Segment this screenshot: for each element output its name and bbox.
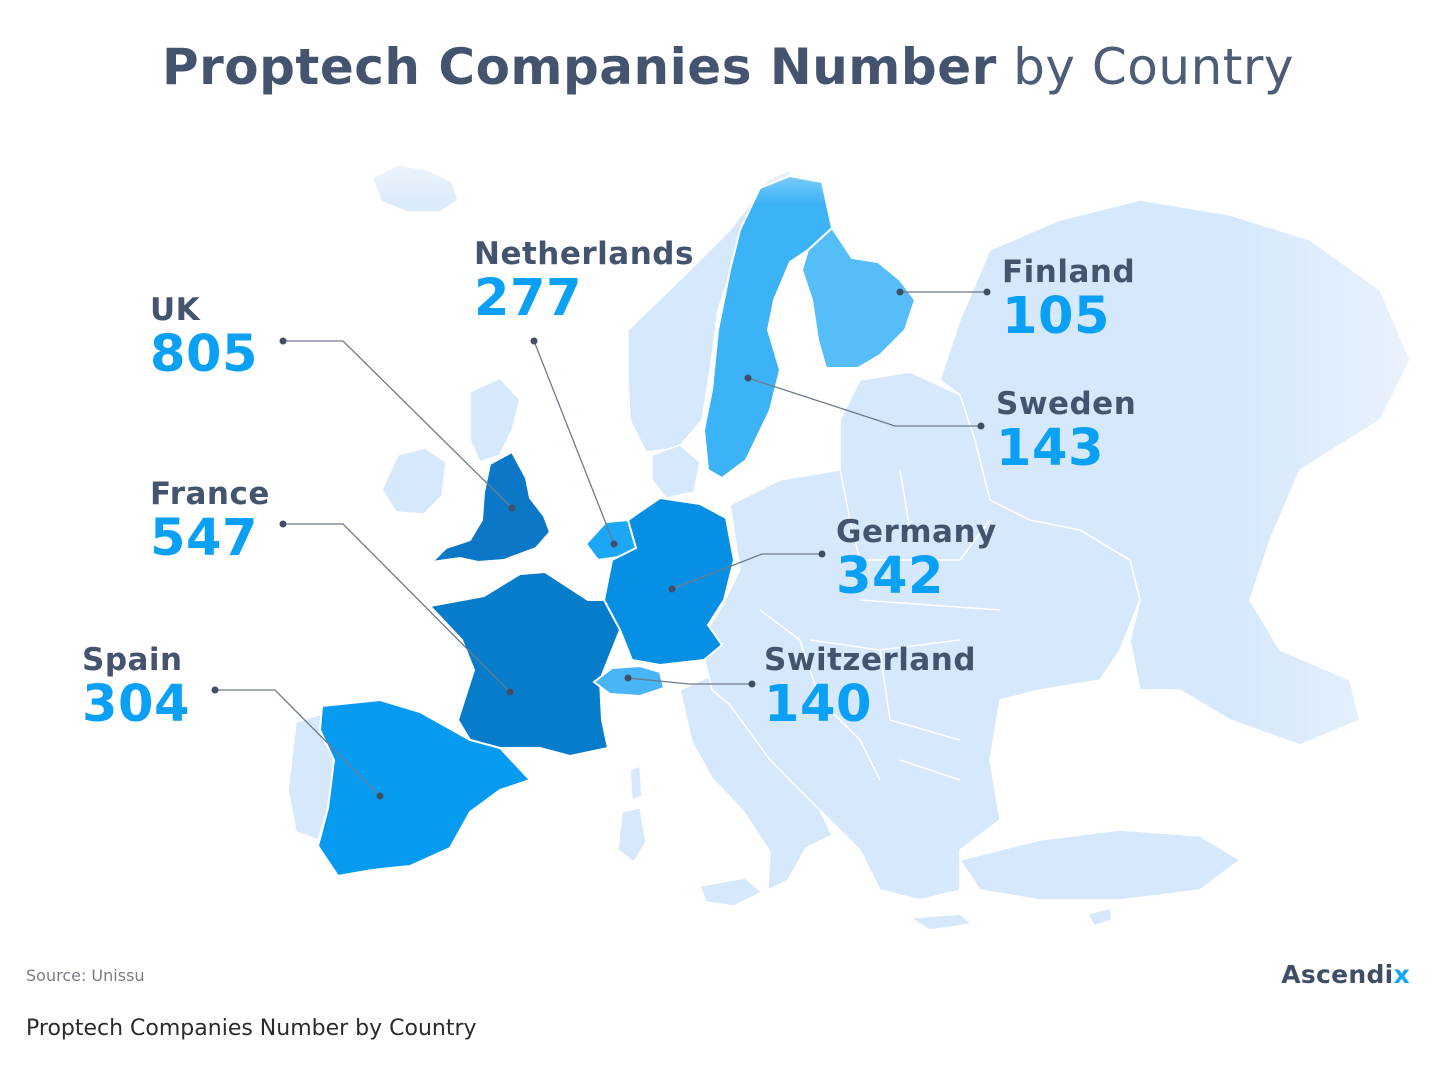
sweden-value: 143 (996, 419, 1104, 478)
sardinia-shape (617, 807, 647, 864)
leader-spain (215, 689, 381, 797)
label-sweden: Sweden 143 (996, 386, 1136, 476)
title-light: by Country (1013, 38, 1295, 96)
dot-uk-start (279, 337, 287, 345)
leader-netherlands (533, 340, 615, 545)
finland-name: Finland (1002, 254, 1136, 290)
dot-ch-end (748, 680, 756, 688)
dot-nl-end (610, 540, 618, 548)
turkey-shape (958, 829, 1242, 901)
france-name: France (150, 476, 270, 512)
dot-fi-start (896, 288, 904, 296)
source-note: Source: Unissu (26, 966, 145, 985)
dot-de-end (818, 550, 826, 558)
germany-value: 342 (836, 547, 944, 606)
spain-value: 304 (82, 675, 190, 734)
uk-value: 805 (150, 325, 258, 384)
finland-value: 105 (1002, 287, 1110, 346)
country-spain (316, 698, 532, 878)
sweden-name: Sweden (996, 386, 1137, 422)
leader-france (283, 523, 511, 693)
dot-es-end (376, 792, 384, 800)
switzerland-value: 140 (764, 675, 872, 734)
sicily-shape (698, 877, 764, 907)
dot-es-start (211, 686, 219, 694)
france-value: 547 (150, 509, 258, 568)
image-caption: Proptech Companies Number by Country (26, 1016, 477, 1041)
netherlands-name: Netherlands (474, 236, 694, 272)
leader-switzerland (627, 677, 752, 685)
denmark-shape (651, 444, 701, 499)
dot-se-end (977, 422, 985, 430)
dot-fr-end (506, 688, 514, 696)
scotland-shape (469, 377, 521, 463)
brand-accent: x (1393, 960, 1410, 989)
dot-se-start (744, 374, 752, 382)
crete-shape (907, 913, 974, 931)
corsica-shape (629, 764, 643, 802)
label-netherlands: Netherlands 277 (474, 236, 694, 326)
spain-name: Spain (82, 642, 183, 678)
switzerland-name: Switzerland (764, 642, 977, 678)
country-germany (602, 496, 736, 667)
dot-fr-start (279, 520, 287, 528)
label-finland: Finland 105 (1002, 254, 1135, 344)
dot-de-start (668, 585, 676, 593)
leader-sweden (747, 377, 981, 427)
country-france (428, 570, 622, 758)
title-bold: Proptech Companies Number (161, 38, 997, 96)
leader-dots (211, 288, 991, 800)
cyprus-shape (1086, 907, 1113, 927)
country-uk (429, 450, 552, 564)
dot-nl-start (530, 337, 538, 345)
netherlands-value: 277 (474, 269, 582, 328)
germany-name: Germany (836, 514, 997, 550)
leader-lines (215, 291, 987, 797)
brand-logo[interactable]: Ascendix (1281, 960, 1410, 989)
label-france: France 547 (150, 476, 270, 566)
dot-fi-end (983, 288, 991, 296)
dot-uk-end (508, 504, 516, 512)
label-uk: UK 805 (150, 292, 258, 382)
brand-main: Ascendi (1281, 960, 1394, 989)
uk-name: UK (150, 292, 201, 328)
leader-uk (283, 340, 513, 509)
label-spain: Spain 304 (82, 642, 190, 732)
east-fade (900, 150, 1456, 800)
dot-ch-start (624, 674, 632, 682)
ireland-shape (381, 447, 447, 515)
label-switzerland: Switzerland 140 (764, 642, 976, 732)
label-germany: Germany 342 (836, 514, 997, 604)
leader-germany (671, 553, 822, 590)
chart-title: Proptech Companies Number by Country (0, 38, 1456, 96)
